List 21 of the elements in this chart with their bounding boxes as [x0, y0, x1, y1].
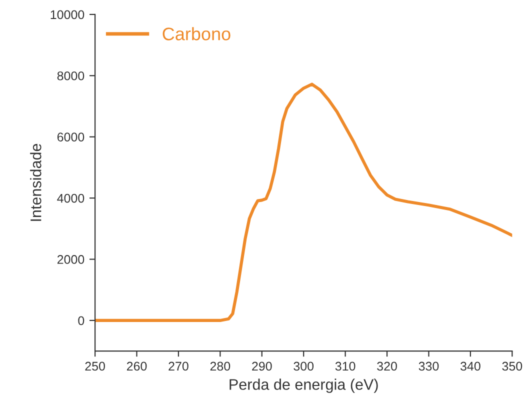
y-tick-label: 4000	[57, 194, 84, 203]
legend-label: Carbono	[162, 27, 230, 40]
line-series	[95, 82, 512, 322]
y-tick-label: 8000	[57, 71, 84, 80]
x-tick-label: 290	[252, 362, 272, 371]
x-tick-label: 330	[418, 362, 439, 371]
x-tick-label: 260	[126, 362, 147, 371]
x-tick-label: 340	[460, 362, 480, 371]
x-axis-title: Perda de energia (eV)	[230, 378, 378, 393]
x-tick-label: 270	[168, 362, 188, 371]
y-tick-label: 2000	[57, 255, 84, 264]
y-tick-label: 10000	[50, 10, 84, 20]
y-tick-label: 6000	[57, 132, 84, 142]
x-tick-label: 350	[502, 362, 522, 371]
y-tick-label: 0	[78, 316, 84, 326]
x-tick-label: 300	[294, 362, 314, 371]
x-tick-label: 280	[210, 362, 230, 371]
x-tick-label: 250	[85, 362, 105, 371]
x-tick-label: 320	[377, 362, 397, 371]
x-tick-label: 310	[335, 362, 356, 371]
y-axis-title: Intensidade	[30, 144, 42, 221]
